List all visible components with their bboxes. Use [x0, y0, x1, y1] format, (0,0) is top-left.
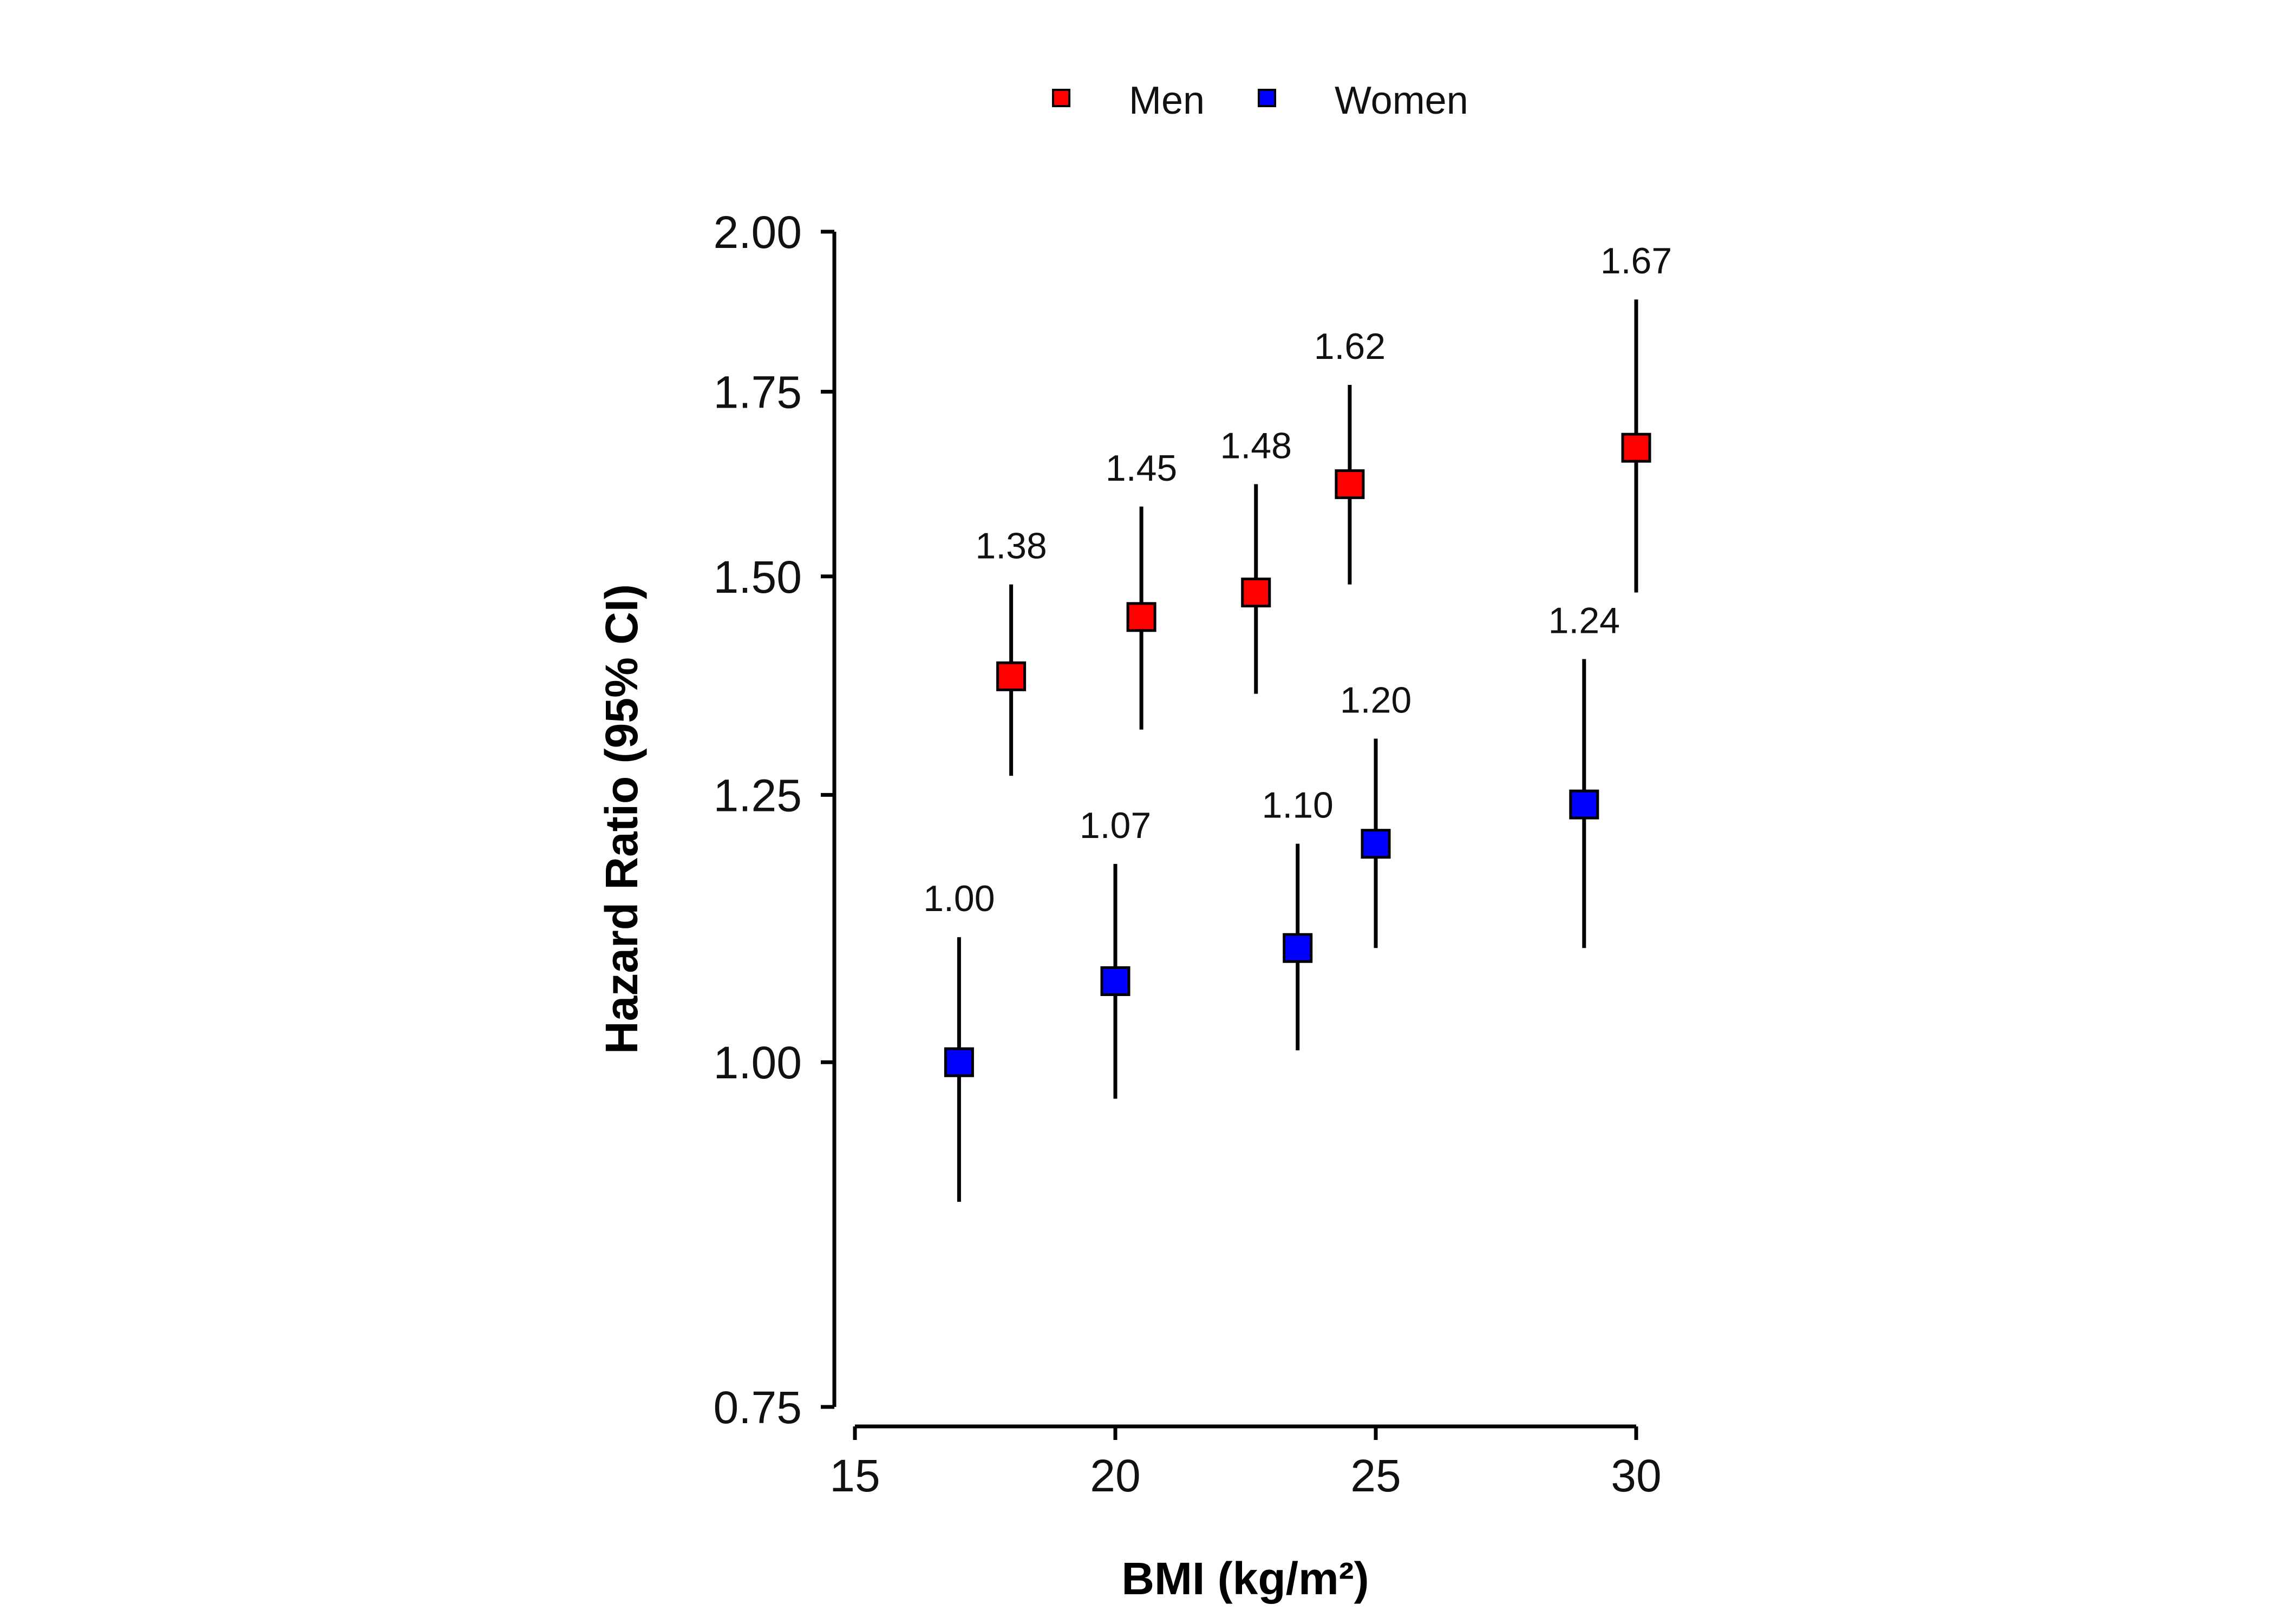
legend-swatch-women: [1258, 89, 1276, 107]
data-point-men: [1621, 433, 1651, 463]
data-label-men: 1.38: [975, 526, 1047, 567]
plot-marks: 1.38 1.45 1.48 1.62 1.67 1.00 1.07 1.10 1.20 1.24: [923, 240, 1672, 1202]
legend: Men Women: [1052, 79, 1468, 122]
y-tick-label: 1.25: [714, 770, 802, 821]
data-point-women: [1569, 789, 1599, 820]
data-label-men: 1.62: [1314, 326, 1386, 367]
data-label-men: 1.48: [1220, 425, 1292, 466]
data-point-men: [996, 661, 1027, 691]
x-axis-title: BMI (kg/m²): [1121, 1553, 1369, 1604]
y-axis: 0.75 1.00 1.25 1.50 1.75 2.00: [714, 207, 837, 1433]
data-label-women: 1.10: [1262, 785, 1334, 826]
legend-label-women: Women: [1335, 79, 1468, 122]
y-ticks: 0.75 1.00 1.25 1.50 1.75 2.00: [714, 207, 834, 1433]
legend-swatch-men: [1052, 89, 1070, 107]
x-tick-label: 20: [1090, 1450, 1140, 1501]
data-label-women: 1.20: [1340, 680, 1412, 721]
data-point-men: [1335, 469, 1365, 499]
x-tick-label: 15: [829, 1450, 880, 1501]
x-tick-label: 30: [1611, 1450, 1661, 1501]
y-tick-label: 1.75: [714, 367, 802, 418]
data-point-women: [944, 1047, 974, 1077]
data-label-men: 1.45: [1106, 448, 1177, 489]
data-label-men: 1.67: [1600, 240, 1672, 281]
legend-label-men: Men: [1129, 79, 1205, 122]
y-tick-label: 2.00: [714, 207, 802, 258]
data-point-men: [1126, 602, 1156, 632]
data-point-women: [1100, 966, 1131, 996]
data-point-women: [1361, 829, 1391, 859]
data-point-women: [1283, 933, 1313, 963]
x-ticks: 15 20 25 30: [829, 1426, 1662, 1501]
y-tick-label: 1.00: [714, 1037, 802, 1088]
x-tick-label: 25: [1350, 1450, 1401, 1501]
data-label-women: 1.24: [1548, 600, 1620, 641]
data-point-men: [1241, 577, 1271, 607]
y-tick-label: 0.75: [714, 1382, 802, 1433]
data-label-women: 1.00: [923, 878, 995, 919]
data-label-women: 1.07: [1080, 805, 1151, 846]
x-axis: 15 20 25 30: [829, 1424, 1662, 1501]
y-axis-title: Hazard Ratio (95% CI): [596, 584, 647, 1054]
y-tick-label: 1.50: [714, 552, 802, 603]
